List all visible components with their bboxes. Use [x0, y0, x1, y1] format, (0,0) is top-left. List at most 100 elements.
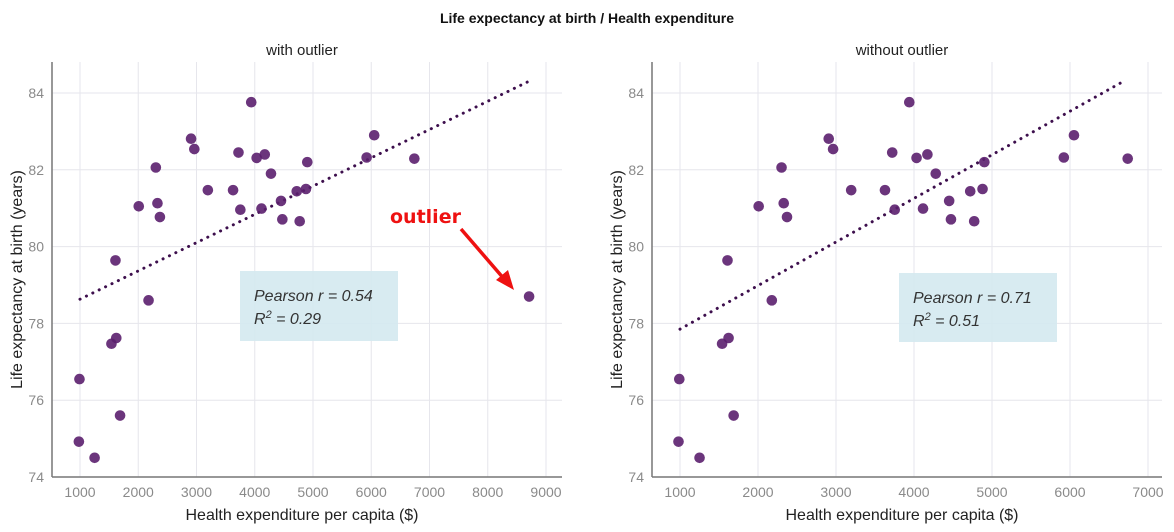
data-point: [245, 96, 257, 108]
outlier-label: outlier: [390, 206, 462, 228]
stats-box: [240, 271, 398, 341]
x-tick-label: 6000: [1054, 484, 1085, 500]
pearson-r-text: Pearson r = 0.71: [913, 290, 1032, 307]
r-squared-text: R2 = 0.51: [913, 311, 980, 330]
data-point: [185, 133, 197, 144]
data-point: [694, 452, 705, 464]
data-point: [251, 152, 262, 164]
r-squared-sup: 2: [924, 311, 931, 323]
data-point: [886, 147, 898, 158]
data-point: [1122, 153, 1134, 164]
data-point: [1068, 129, 1080, 141]
data-point: [845, 184, 857, 196]
data-point: [523, 291, 535, 302]
data-point: [904, 96, 915, 108]
x-tick-label: 2000: [123, 484, 154, 500]
x-tick-label: 5000: [297, 484, 328, 500]
data-point: [143, 295, 154, 306]
stats-box: [899, 273, 1057, 342]
x-tick-label: 9000: [530, 484, 561, 500]
data-point: [722, 255, 733, 266]
data-point: [300, 183, 312, 195]
x-tick-label: 1000: [664, 484, 695, 500]
data-point: [409, 153, 420, 164]
y-tick-label: 78: [28, 315, 44, 331]
data-point: [265, 168, 277, 179]
data-point: [673, 373, 685, 385]
data-point: [945, 214, 957, 225]
chart-without-outlier: 1000 2000 3000 4000 5000 6000 7000 74 76 78 80 82 84…: [609, 42, 1164, 524]
data-point: [776, 162, 787, 173]
data-point: [716, 338, 728, 350]
data-point: [781, 211, 793, 223]
pearson-r-text: Pearson r = 0.54: [254, 288, 373, 305]
data-point: [189, 143, 200, 155]
data-point: [133, 200, 145, 212]
data-point: [256, 203, 267, 214]
data-point: [753, 200, 765, 212]
r-squared-suffix: = 0.51: [931, 313, 980, 330]
data-point: [917, 203, 929, 214]
data-point: [968, 215, 980, 227]
data-point: [291, 186, 303, 197]
r-squared-sup: 2: [265, 309, 272, 321]
data-point: [778, 197, 790, 209]
x-tick-label: 1000: [64, 484, 95, 500]
data-point: [277, 214, 288, 225]
data-point: [106, 338, 117, 350]
data-point: [964, 186, 976, 197]
data-point: [943, 195, 955, 207]
x-tick-label: 5000: [976, 484, 1007, 500]
data-point: [977, 183, 988, 195]
data-point: [73, 436, 85, 447]
y-tick-label: 74: [28, 469, 44, 485]
x-tick-label: 8000: [472, 484, 503, 500]
chart-with-outlier: 1000 2000 3000 4000 5000 6000 7000 8000 9000 74 76…: [9, 42, 562, 524]
r-squared-prefix: R: [254, 311, 266, 328]
data-point: [259, 149, 271, 160]
data-point: [889, 204, 901, 216]
r-squared-text: R2 = 0.29: [254, 309, 321, 328]
outlier-arrow-shaft: [459, 227, 507, 282]
y-tick-label: 80: [28, 239, 44, 255]
data-point: [673, 436, 684, 447]
x-tick-label: 2000: [742, 484, 773, 500]
subplot-title: without outlier: [855, 42, 949, 59]
data-point: [114, 410, 126, 421]
data-point: [979, 156, 990, 168]
x-tick-label: 4000: [239, 484, 270, 500]
x-tick-label: 7000: [1132, 484, 1163, 500]
y-tick-label: 76: [628, 392, 644, 408]
y-tick-label: 74: [628, 469, 644, 485]
data-point: [294, 215, 306, 227]
outlier-arrowhead-icon: [496, 270, 514, 290]
y-tick-label: 76: [28, 392, 44, 408]
data-point: [275, 195, 287, 207]
x-tick-label: 3000: [820, 484, 851, 500]
x-tick-label: 7000: [414, 484, 445, 500]
y-tick-label: 78: [628, 315, 644, 331]
data-point: [150, 162, 162, 173]
y-tick-label: 80: [628, 239, 644, 255]
trend-line: [678, 79, 1127, 331]
y-tick-label: 84: [628, 85, 644, 101]
data-point: [301, 156, 313, 168]
data-point: [728, 410, 739, 421]
x-tick-label: 6000: [356, 484, 387, 500]
data-point: [154, 211, 166, 223]
r-squared-prefix: R: [913, 313, 925, 330]
y-tick-label: 82: [28, 162, 44, 178]
data-point: [74, 373, 85, 385]
y-tick-label: 84: [28, 85, 44, 101]
x-tick-label: 3000: [181, 484, 212, 500]
data-point: [766, 295, 778, 306]
data-point: [1058, 152, 1070, 163]
data-point: [922, 149, 933, 160]
y-tick-label: 82: [628, 162, 644, 178]
r-squared-suffix: = 0.29: [272, 311, 321, 328]
x-axis-label: Health expenditure per capita ($): [185, 507, 418, 524]
data-point: [827, 143, 839, 155]
x-axis-label: Health expenditure per capita ($): [785, 507, 1018, 524]
y-axis-label: Life expectancy at birth (years): [609, 170, 626, 389]
data-point: [361, 152, 372, 163]
